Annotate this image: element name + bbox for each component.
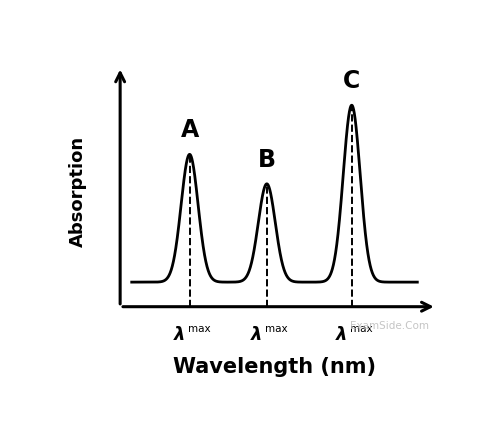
Text: B: B	[258, 147, 276, 171]
Text: λ: λ	[251, 325, 262, 343]
Text: max: max	[265, 323, 287, 334]
Text: Wavelength (nm): Wavelength (nm)	[173, 356, 376, 376]
Text: A: A	[180, 118, 199, 142]
Text: C: C	[343, 69, 361, 93]
Text: λ: λ	[336, 325, 347, 343]
Text: ExamSide.Com: ExamSide.Com	[350, 320, 429, 330]
Text: max: max	[188, 323, 210, 334]
Text: max: max	[350, 323, 373, 334]
Text: λ: λ	[174, 325, 185, 343]
Text: Absorption: Absorption	[69, 135, 87, 246]
